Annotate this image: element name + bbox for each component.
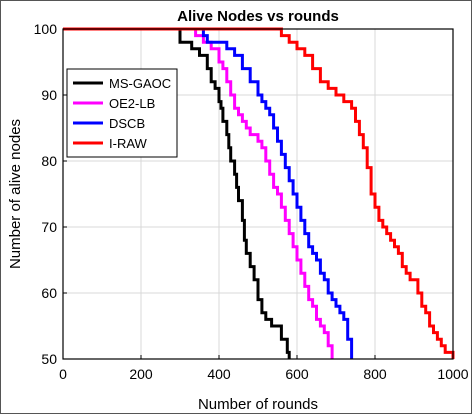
x-tick-label-0: 0: [59, 366, 67, 382]
legend-items: MS-GAOC OE2-LB DSCB I-RAW: [73, 76, 171, 151]
x-tick-label-5: 1000: [437, 366, 468, 382]
legend-label-i-raw: I-RAW: [109, 136, 148, 151]
y-axis-label: Number of alive nodes: [7, 119, 24, 269]
y-tick-labels: 50 60 70 80 90 100: [34, 21, 58, 367]
y-tick-label-0: 50: [41, 351, 57, 367]
y-tick-label-2: 70: [41, 219, 57, 235]
y-tick-label-5: 100: [34, 21, 58, 37]
series-lines: [63, 27, 455, 359]
legend-label-dscb: DSCB: [109, 116, 145, 131]
series-line-dscb: [63, 27, 354, 359]
x-tick-label-1: 200: [129, 366, 153, 382]
x-axis-label: Number of rounds: [198, 396, 318, 413]
legend-label-oe2-lb: OE2-LB: [109, 96, 155, 111]
series-line-oe2-lb: [63, 27, 334, 359]
x-tick-label-2: 400: [207, 366, 231, 382]
chart-title: Alive Nodes vs rounds: [177, 8, 339, 25]
y-tick-label-4: 90: [41, 87, 57, 103]
x-tick-label-4: 800: [363, 366, 387, 382]
plot-area-border: [62, 28, 454, 360]
x-tick-labels: 0 200 400 600 800 1000: [59, 366, 469, 382]
y-tick-label-3: 80: [41, 153, 57, 169]
series-line-ms-gaoc: [63, 27, 291, 359]
y-tick-label-1: 60: [41, 285, 57, 301]
legend-label-ms-gaoc: MS-GAOC: [109, 76, 171, 91]
legend: MS-GAOC OE2-LB DSCB I-RAW: [66, 68, 178, 158]
series-line-i-raw: [63, 27, 455, 359]
tick-marks: [62, 28, 454, 360]
x-tick-label-3: 600: [285, 366, 309, 382]
